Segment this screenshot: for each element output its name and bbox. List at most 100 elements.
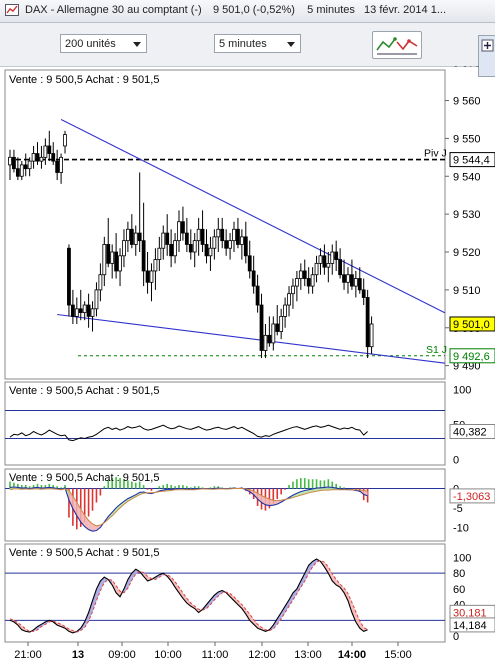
stoch-fill [178, 587, 183, 599]
candle-down [106, 244, 111, 264]
macd-panel-header: Vente : 9 500,5 Achat : 9 501,5 [9, 472, 159, 484]
stoch-fill [190, 603, 195, 609]
side-panel-toggle[interactable] [478, 35, 495, 77]
candle-down [129, 228, 134, 245]
macd-axis-label: -5 [453, 503, 463, 515]
pivot-value: 9 544,4 [453, 155, 490, 167]
candle-down [322, 255, 327, 268]
stoch-fill [324, 562, 329, 574]
candle-down [220, 228, 225, 242]
stoch-panel-frame [4, 543, 446, 643]
macd-fill [120, 501, 124, 508]
macd-signal-line [9, 488, 368, 527]
candle-up [353, 278, 358, 287]
macd-value: -1,3063 [453, 491, 490, 503]
stoch-fill [88, 600, 93, 622]
support-value: 9 492,6 [453, 351, 490, 363]
support-value-box [449, 348, 495, 364]
stoch-fill [245, 609, 250, 621]
candle-down [243, 236, 248, 257]
stoch-k-line [9, 558, 368, 634]
stoch-fill [281, 606, 286, 619]
candle-up [39, 156, 44, 162]
macd-fill [257, 493, 262, 503]
support-label: S1 J [426, 344, 447, 356]
time-axis-label: 09:00 [108, 649, 136, 660]
stoch-fill [300, 573, 305, 588]
candle-up [19, 164, 24, 177]
candle-up [310, 274, 315, 287]
stoch-fill [37, 624, 42, 630]
stoch-fill [328, 566, 333, 582]
candle-up [196, 228, 201, 242]
macd-fill [123, 498, 128, 505]
last-price-change: 9 501,0 (-0,52%) [213, 4, 295, 16]
candle-down [302, 270, 307, 279]
chevron-down-icon [133, 42, 141, 47]
candle-up [177, 221, 181, 242]
stoch-axis-label: 80 [453, 568, 465, 580]
time-axis-label: 12:00 [248, 649, 276, 660]
macd-fill [80, 509, 85, 527]
stoch-fill [355, 611, 360, 629]
stoch-fill [92, 588, 97, 612]
chevron-down-icon [287, 42, 295, 47]
candle-up [27, 160, 32, 170]
stoch-axis-label: 0 [453, 631, 459, 643]
candle-down [350, 274, 354, 287]
macd-panel: 0-5-10-1,3063 [5, 476, 495, 534]
indicators-button[interactable] [372, 31, 422, 59]
macd-fill [112, 507, 117, 516]
period-label: 5 minutes [307, 4, 355, 16]
stoch-fill [222, 590, 227, 593]
stoch-fill [261, 627, 266, 632]
candle-up [271, 323, 276, 344]
candle-down [70, 304, 75, 317]
candle-down [334, 251, 339, 260]
candle-up [74, 308, 79, 317]
candle-up [161, 232, 166, 249]
candle-up [133, 232, 138, 245]
candle-down [15, 168, 20, 177]
time-axis-label: 21:00 [14, 649, 42, 660]
macd-fill [116, 504, 121, 512]
support-trendline [57, 313, 446, 364]
interval-dropdown[interactable]: 5 minutes [214, 34, 301, 53]
candle-down [365, 297, 370, 348]
toolbar: 200 unités 5 minutes [0, 23, 495, 77]
rsi-panel: 05010040,382 [5, 385, 495, 467]
stoch-fill [175, 581, 179, 593]
interval-value: 5 minutes [219, 38, 267, 50]
pivot-value-box [449, 152, 495, 168]
candle-down [23, 164, 28, 170]
candle-up [287, 293, 291, 306]
stoch-fill [230, 593, 235, 601]
rsi-axis-label: 100 [453, 385, 471, 397]
candle-up [239, 236, 244, 245]
candle-down [51, 153, 56, 162]
stoch-fill [289, 592, 293, 607]
price-axis-label: 9 560 [453, 96, 481, 108]
time-axis: 21:00 13 09:00 10:00 11:00 12:00 13:00 14:00 15:… [14, 642, 412, 660]
stoch-fill [277, 612, 282, 625]
candle-down [204, 244, 209, 257]
candle-down [259, 304, 264, 351]
candle-up [110, 251, 115, 264]
stoch-fill [234, 596, 238, 605]
candle-up [8, 156, 12, 166]
candle-up [228, 240, 232, 249]
candle-down [267, 334, 272, 344]
stoch-fill [127, 573, 132, 589]
time-axis-label: 15:00 [384, 649, 412, 660]
price-axis-label: 9 490 [453, 361, 481, 373]
stoch-fill [96, 581, 101, 601]
stoch-fill [351, 602, 356, 622]
candle-down [338, 259, 343, 276]
candle-up [314, 262, 319, 276]
pivot-label: Piv J [424, 148, 447, 160]
resistance-trendline [60, 118, 446, 314]
units-dropdown[interactable]: 200 unités [60, 34, 147, 53]
candle-up [59, 156, 63, 173]
time-axis-label: 11:00 [202, 649, 229, 660]
candle-up [102, 244, 107, 276]
